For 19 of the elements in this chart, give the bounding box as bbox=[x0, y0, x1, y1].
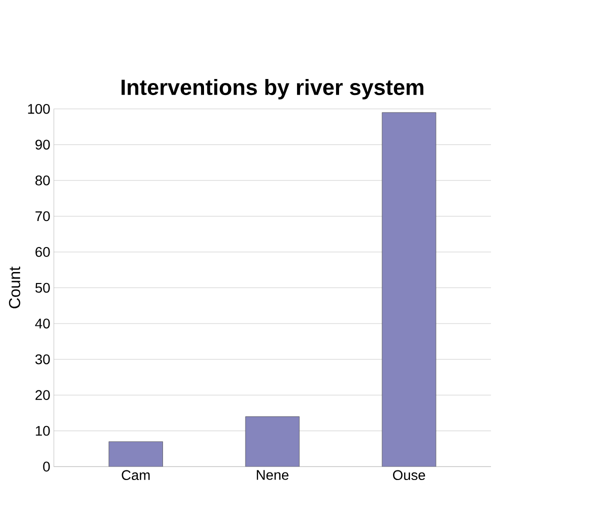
y-tick-label: 20 bbox=[36, 390, 50, 400]
y-tick-label: 50 bbox=[35, 282, 50, 293]
y-tick-label: 70 bbox=[36, 211, 50, 222]
y-tick-label: 60 bbox=[36, 246, 50, 257]
x-tick-label: Ouse bbox=[393, 470, 426, 480]
bar bbox=[108, 441, 163, 467]
x-tick-label: Cam bbox=[122, 470, 150, 480]
y-tick-label: 100 bbox=[28, 104, 50, 114]
bar bbox=[245, 416, 300, 467]
x-tick-label: Nene bbox=[256, 470, 288, 480]
y-tick-label: 10 bbox=[36, 426, 50, 436]
bar bbox=[382, 112, 436, 467]
y-tick-label: 0 bbox=[43, 462, 50, 472]
y-tick-label: 30 bbox=[35, 354, 50, 364]
y-axis-title: Count bbox=[8, 266, 20, 308]
chart-title: Interventions by river system bbox=[122, 78, 424, 100]
y-tick-label: 90 bbox=[35, 140, 50, 150]
y-tick-label: 40 bbox=[35, 318, 50, 328]
y-tick-label: 80 bbox=[35, 175, 50, 186]
